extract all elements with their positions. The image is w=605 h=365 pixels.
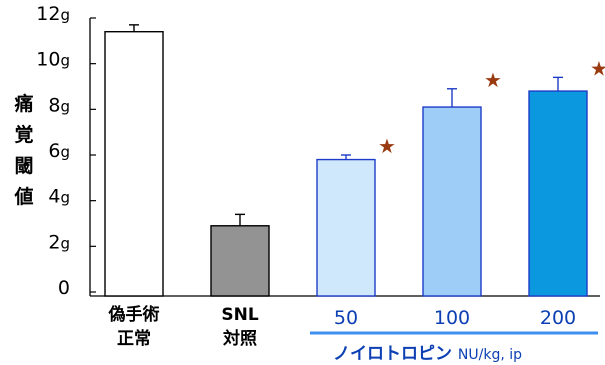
- y-tick-label: 10g: [36, 49, 70, 71]
- y-axis-label-char: 覚: [14, 123, 33, 146]
- y-tick-label: 6g: [48, 140, 70, 162]
- bar: [210, 225, 270, 297]
- y-tick-label: 2g: [48, 231, 70, 253]
- y-ticks: 0 2g 4g 6g 8g 10g 12g: [36, 3, 96, 299]
- x-category-label: 正常: [117, 328, 151, 349]
- x-dose-label: 100: [434, 307, 470, 329]
- drug-name-label: ノイロトロピン NU/kg, ip: [333, 344, 522, 364]
- x-dose-label: 50: [334, 307, 358, 329]
- y-tick-label: 0: [58, 277, 70, 299]
- x-category-label: 偽手術: [108, 304, 160, 325]
- y-axis-label-char: 痛: [14, 92, 33, 115]
- significance-star: ★: [378, 134, 396, 158]
- y-tick-label: 12g: [36, 3, 70, 25]
- significance-star: ★: [590, 56, 605, 80]
- drug-unit-label: NU/kg, ip: [458, 347, 522, 363]
- x-category-label: SNL: [221, 305, 258, 325]
- y-tick-label: 4g: [48, 186, 70, 208]
- x-category-label: 対照: [222, 328, 257, 349]
- x-dose-label: 200: [540, 307, 576, 329]
- bar: [104, 31, 164, 297]
- bar: [422, 106, 482, 297]
- bar: [528, 90, 588, 297]
- error-bars: [129, 24, 563, 226]
- bar: [316, 158, 376, 297]
- bars: [104, 31, 588, 297]
- significance-star: ★: [484, 68, 502, 92]
- significance-markers: ★ ★ ★: [378, 56, 605, 158]
- y-axis-label-char: 閾: [14, 155, 33, 177]
- y-tick-label: 8g: [48, 94, 70, 116]
- y-axis-label-char: 値: [13, 186, 33, 208]
- drug-group-label: ノイロトロピン NU/kg, ip: [310, 331, 598, 364]
